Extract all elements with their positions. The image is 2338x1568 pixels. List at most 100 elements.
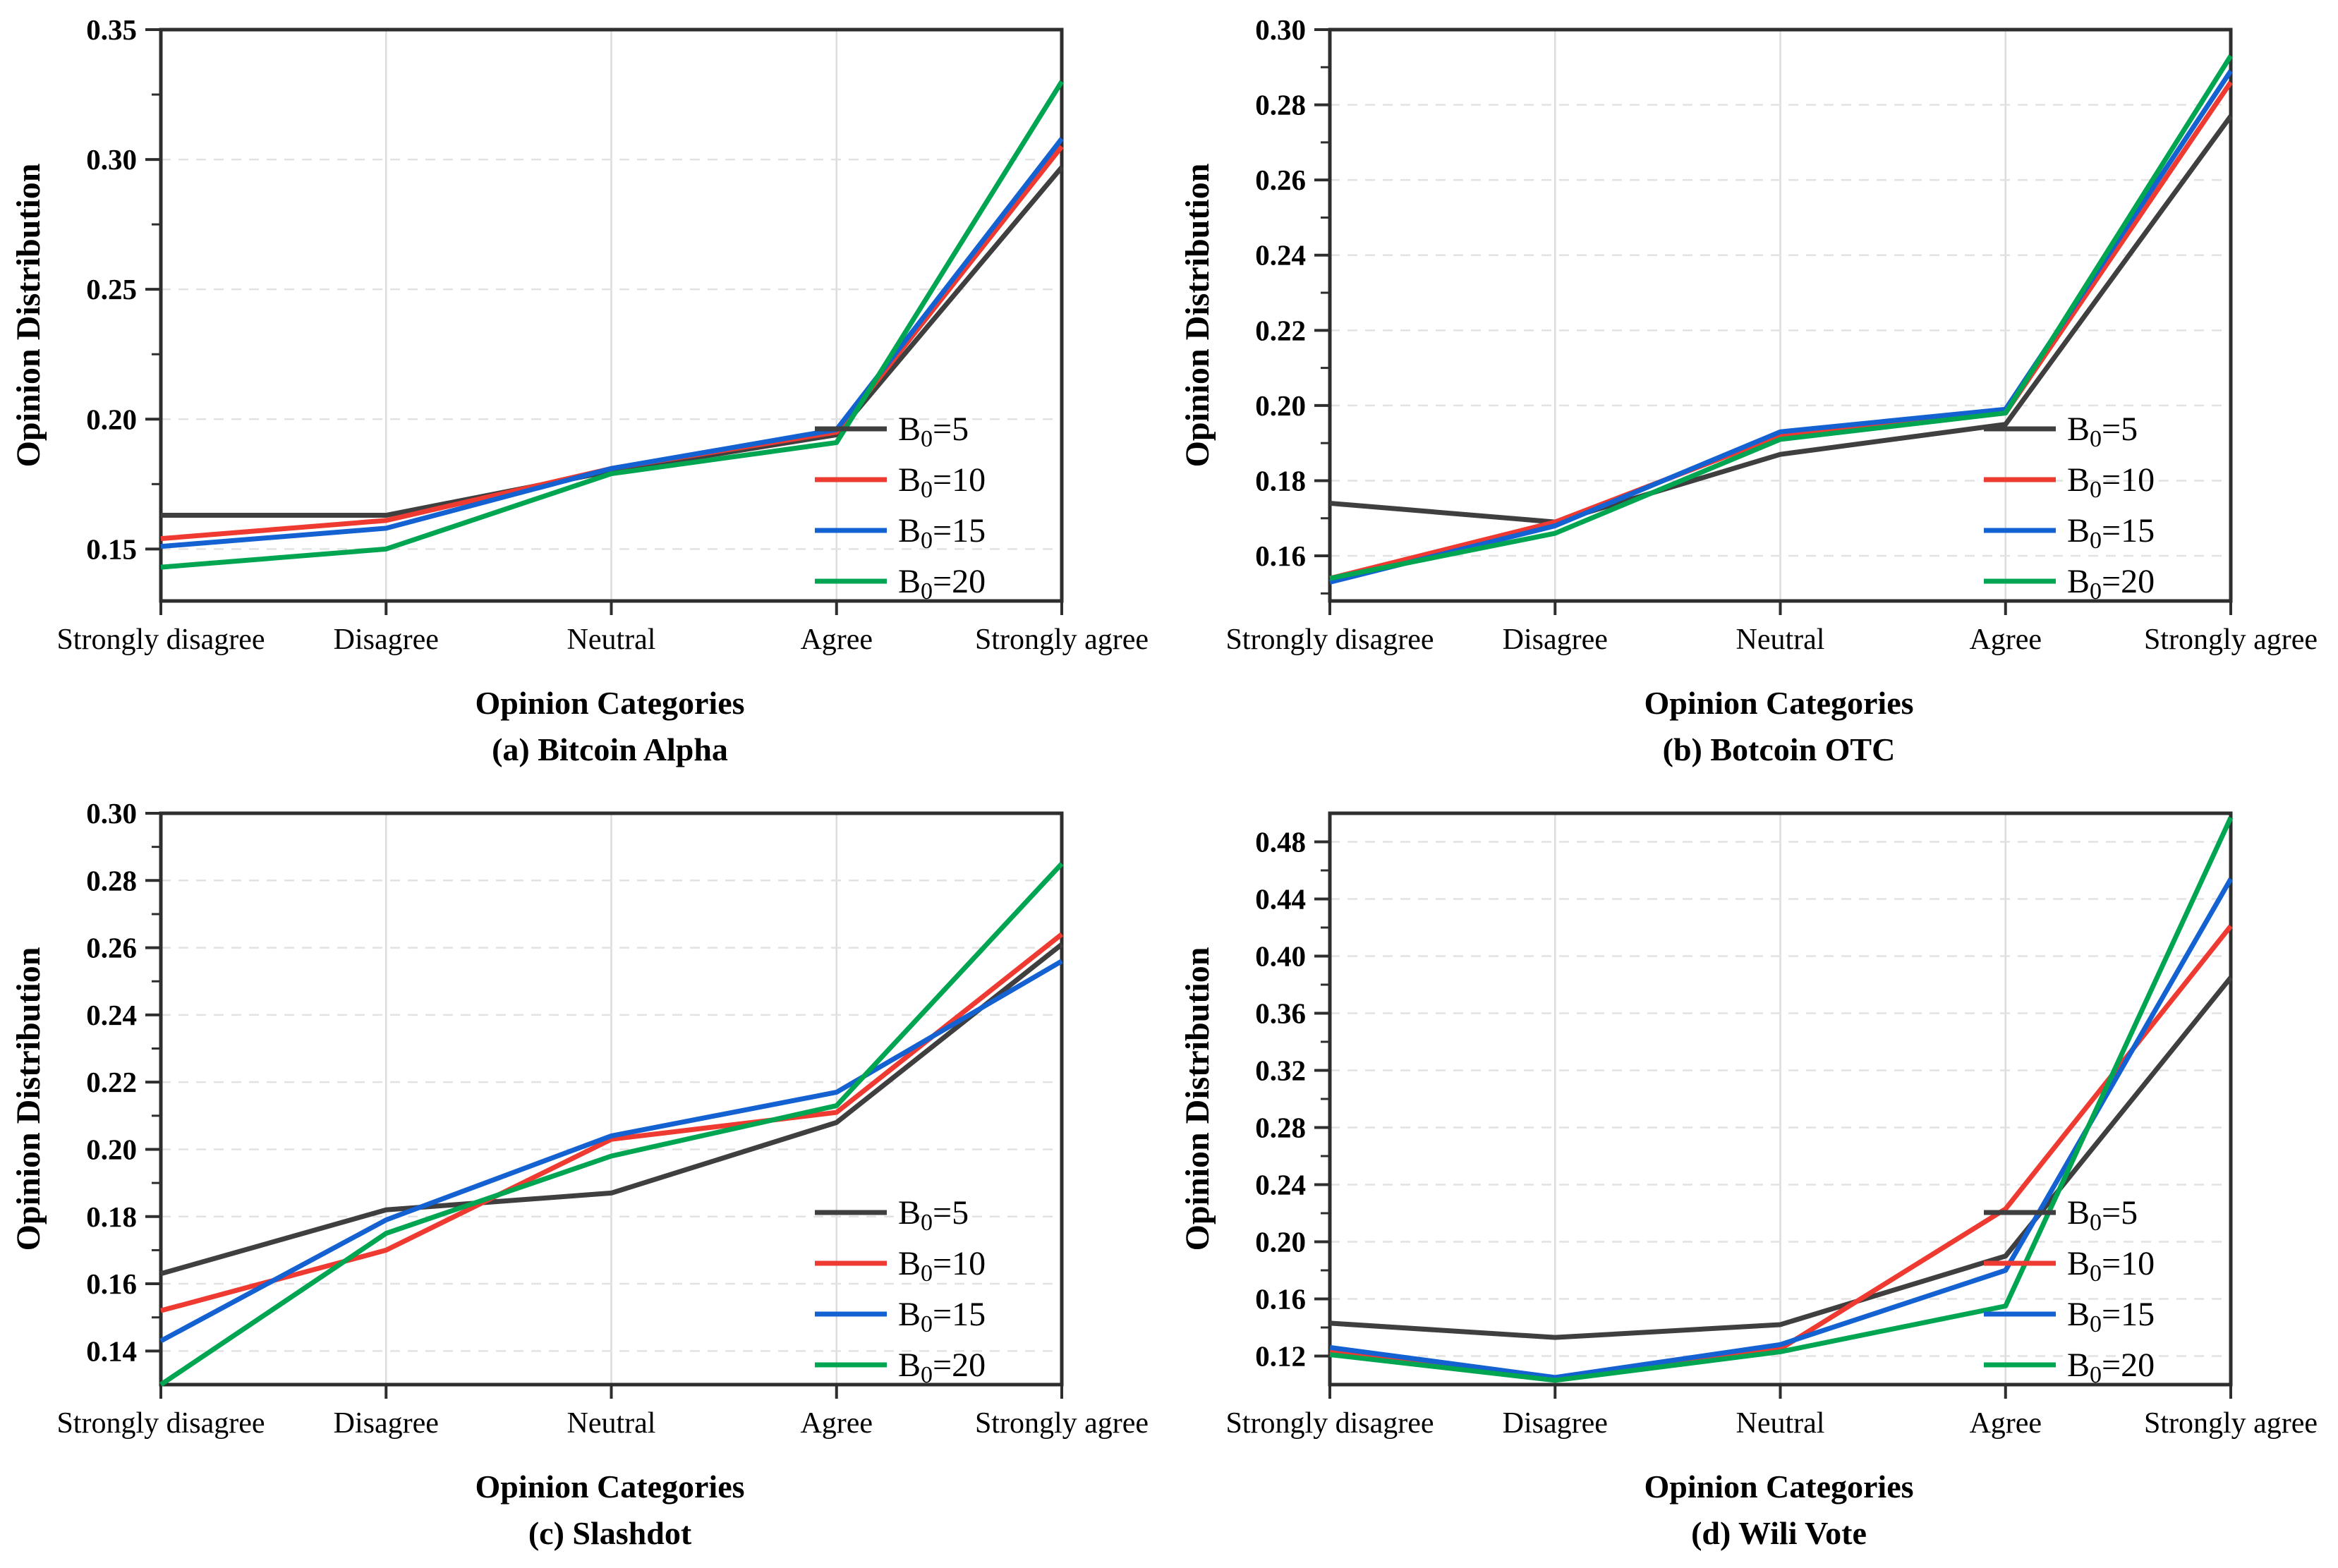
subplot-caption: (d) Wili Vote [1691,1514,1867,1551]
x-tick-label: Neutral [567,1407,656,1440]
plot-frame [1328,811,2233,1387]
series-line-B0=5 [1329,114,2233,525]
y-tick-label: 0.20 [86,403,137,435]
x-tick-label: Disagree [1503,624,1608,656]
y-tick-label: 0.16 [1255,540,1306,572]
chart-panel-b: 0.16 0.18 0.20 0.22 0.24 0.26 0.28 0.30 Strongly… [1169,0,2338,784]
legend-label-B0=15: B0=15 [2067,512,2155,554]
chart-panel-d: 0.12 0.16 0.20 0.24 0.28 0.32 0.36 0.40 0.44 0.48… [1169,784,2338,1568]
y-tick-label: 0.28 [1255,1112,1306,1144]
y-tick-label: 0.20 [86,1133,137,1165]
y-tick-label: 0.36 [1255,997,1306,1030]
y-tick-label: 0.28 [1255,89,1306,121]
subplot-caption: (a) Bitcoin Alpha [492,731,728,767]
y-tick-label: 0.30 [86,797,137,829]
x-tick-label: Strongly agree [2144,1407,2318,1440]
x-tick-label: Strongly agree [975,1407,1149,1440]
y-axis-title: Opinion Distribution [10,164,47,468]
x-tick-label: Strongly disagree [56,1407,265,1440]
subplot-caption: (c) Slashdot [528,1514,692,1551]
legend-label-B0=5: B0=5 [898,411,969,452]
legend-label-B0=15: B0=15 [898,512,986,554]
y-tick-label: 0.25 [86,273,137,305]
x-tick-label: Neutral [1736,624,1825,656]
y-tick-label: 0.35 [86,13,137,46]
y-tick-label: 0.48 [1255,826,1306,858]
y-tick-label: 0.16 [1255,1283,1306,1315]
series-line-B0=20 [159,862,1064,1387]
series-line-B0=5 [161,165,1064,518]
legend-label-B0=5: B0=5 [2067,411,2138,452]
series-line-B0=15 [160,137,1064,549]
y-tick-label: 0.22 [1255,314,1306,346]
x-tick-label: Strongly agree [2144,624,2318,656]
legend-label-B0=20: B0=20 [2067,563,2155,604]
x-tick-label: Agree [800,1407,873,1440]
y-tick-label: 0.28 [86,864,137,897]
legend-label-B0=20: B0=20 [898,1347,986,1388]
legend-label-B0=10: B0=10 [898,461,986,503]
y-tick-label: 0.24 [1255,1169,1306,1201]
line-plot-slashdot: 0.14 0.16 0.18 0.20 0.22 0.24 0.26 0.28 0.30 Stro… [10,797,1149,1440]
y-tick-label: 0.22 [86,1066,137,1098]
y-tick-label: 0.40 [1255,940,1306,973]
x-axis-title: Opinion Categories [475,1469,745,1505]
x-tick-label: Neutral [1736,1407,1825,1440]
legend-label-B0=10: B0=10 [898,1245,986,1287]
line-plot-botcoin-otc: 0.16 0.18 0.20 0.22 0.24 0.26 0.28 0.30 Strongly… [1179,13,2318,656]
y-tick-label: 0.12 [1255,1340,1306,1373]
x-tick-label: Disagree [334,624,439,656]
y-axis-title: Opinion Distribution [10,947,47,1251]
y-tick-label: 0.24 [86,999,137,1031]
x-tick-label: Agree [1969,624,2042,656]
legend-label-B0=20: B0=20 [898,563,986,604]
subplot-caption: (b) Botcoin OTC [1662,731,1896,767]
y-tick-label: 0.16 [86,1268,137,1300]
legend-label-B0=5: B0=5 [898,1194,969,1236]
x-tick-label: Agree [1969,1407,2042,1440]
y-tick-label: 0.30 [86,143,137,176]
series-line-B0=20 [160,80,1064,570]
y-tick-label: 0.20 [1255,389,1306,422]
x-tick-label: Agree [800,624,873,656]
y-tick-label: 0.44 [1255,883,1306,916]
y-tick-label: 0.30 [1255,13,1306,46]
line-plot-wili-vote: 0.12 0.16 0.20 0.24 0.28 0.32 0.36 0.40 0.44 0.48… [1179,811,2318,1440]
legend-label-B0=10: B0=10 [2067,1245,2155,1287]
plot-frame [159,811,1064,1387]
x-tick-label: Neutral [567,624,656,656]
y-tick-label: 0.20 [1255,1226,1306,1258]
x-tick-label: Strongly disagree [1225,1407,1434,1440]
chart-panel-c: 0.14 0.16 0.18 0.20 0.22 0.24 0.26 0.28 0.30 Stro… [0,784,1169,1568]
y-tick-label: 0.26 [1255,164,1306,196]
chart-panel-a: 0.15 0.20 0.25 0.30 0.35 Strongly disagree Dis… [0,0,1169,784]
plot-frame [159,28,1064,603]
series-line-B0=5 [1329,976,2233,1340]
legend-label-B0=15: B0=15 [898,1296,986,1337]
series-line-B0=15 [159,959,1063,1344]
line-plot-bitcoin-alpha: 0.15 0.20 0.25 0.30 0.35 Strongly disagree Dis… [10,13,1149,656]
series-line-B0=10 [160,932,1064,1313]
y-tick-label: 0.24 [1255,239,1306,272]
x-axis-title: Opinion Categories [475,685,745,721]
y-axis-title: Opinion Distribution [1179,947,1216,1251]
x-tick-label: Strongly agree [975,624,1149,656]
y-tick-label: 0.18 [1255,464,1306,497]
x-tick-label: Strongly disagree [1225,624,1434,656]
y-tick-label: 0.15 [86,533,137,565]
x-tick-label: Disagree [334,1407,439,1440]
y-tick-label: 0.32 [1255,1055,1306,1087]
x-tick-label: Strongly disagree [56,624,265,656]
x-tick-label: Disagree [1503,1407,1608,1440]
x-axis-title: Opinion Categories [1644,1469,1914,1505]
plot-frame [1328,28,2233,603]
series-line-B0=5 [160,942,1064,1277]
y-tick-label: 0.18 [86,1201,137,1233]
legend-label-B0=15: B0=15 [2067,1296,2155,1337]
y-tick-label: 0.26 [86,932,137,964]
y-axis-title: Opinion Distribution [1179,164,1216,468]
legend-label-B0=20: B0=20 [2067,1347,2155,1388]
legend-label-B0=5: B0=5 [2067,1194,2138,1236]
legend-label-B0=10: B0=10 [2067,461,2155,503]
